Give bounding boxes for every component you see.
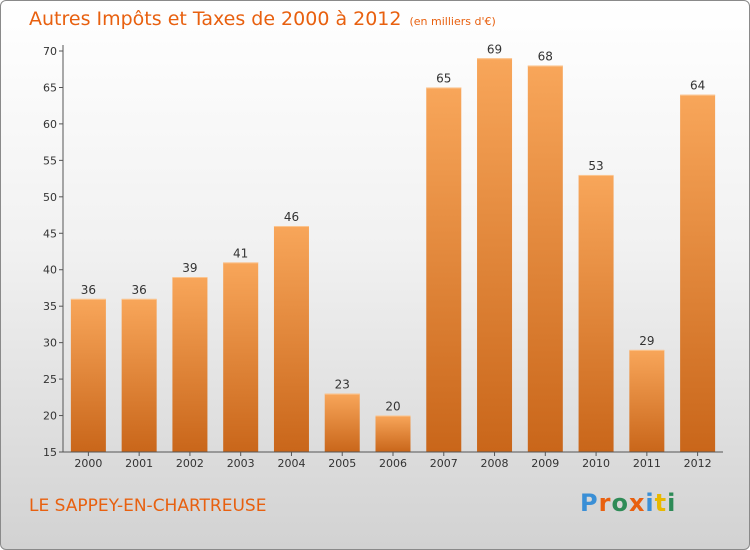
y-tick-label-15: 15	[43, 446, 57, 459]
data-label-2003: 41	[233, 246, 248, 260]
data-label-2012: 64	[690, 79, 705, 93]
bar-2005	[324, 393, 360, 452]
location-label: LE SAPPEY-EN-CHARTREUSE	[29, 496, 267, 516]
y-tick-label-55: 55	[43, 154, 57, 167]
data-label-2006: 20	[385, 400, 400, 414]
bar-2002	[172, 277, 208, 452]
x-tick-label-2004: 2004	[277, 457, 305, 470]
data-label-2009: 68	[538, 50, 553, 64]
data-label-2000: 36	[81, 283, 96, 297]
data-label-2011: 29	[639, 334, 654, 348]
proxiti-logo: Proxiti	[580, 489, 676, 517]
x-tick-label-2007: 2007	[430, 457, 458, 470]
data-label-2005: 23	[335, 378, 350, 392]
title-main: Autres Impôts et Taxes de 2000 à 2012	[29, 8, 402, 30]
logo-letter: t	[654, 489, 668, 517]
bar-2010	[578, 174, 614, 453]
bar-2000	[70, 298, 106, 452]
x-tick-label-2008: 2008	[481, 457, 509, 470]
x-tick-label-2000: 2000	[74, 457, 102, 470]
y-tick-label-65: 65	[43, 81, 57, 94]
bar-2008	[477, 58, 513, 453]
logo-letter: P	[580, 489, 599, 517]
x-tick-label-2011: 2011	[633, 457, 661, 470]
x-tick-label-2002: 2002	[176, 457, 204, 470]
y-tick-label-60: 60	[43, 118, 57, 131]
logo-letter: x	[628, 489, 646, 517]
y-tick-label-50: 50	[43, 191, 57, 204]
x-tick-label-2005: 2005	[328, 457, 356, 470]
title-unit: (en milliers d'€)	[409, 15, 496, 28]
y-tick-label-35: 35	[43, 300, 57, 313]
y-tick-label-40: 40	[43, 264, 57, 277]
chart-title: Autres Impôts et Taxes de 2000 à 2012 (en…	[29, 8, 496, 30]
bars-group: 36 36 39 41 46 23 20 65 69 68 53 29 64	[70, 42, 716, 453]
logo-letter: o	[611, 489, 629, 517]
data-label-2002: 39	[182, 261, 197, 275]
bar-2011	[629, 349, 665, 452]
x-tick-label-2006: 2006	[379, 457, 407, 470]
y-tick-label-45: 45	[43, 227, 57, 240]
bar-2006	[375, 415, 411, 452]
bar-2003	[223, 262, 259, 452]
data-label-2001: 36	[132, 283, 147, 297]
data-label-2010: 53	[588, 159, 603, 173]
x-tick-label-2010: 2010	[582, 457, 610, 470]
y-tick-label-30: 30	[43, 337, 57, 350]
bar-2004	[273, 225, 309, 452]
y-tick-label-25: 25	[43, 373, 57, 386]
data-label-2007: 65	[436, 71, 451, 85]
bar-2009	[527, 65, 563, 452]
logo-letter: i	[667, 489, 677, 517]
logo-letter: i	[645, 489, 655, 517]
bar-2012	[680, 94, 716, 452]
logo-letter: r	[598, 489, 612, 517]
data-label-2004: 46	[284, 210, 299, 224]
y-tick-label-70: 70	[43, 45, 57, 58]
bar-2001	[121, 298, 157, 452]
x-tick-label-2003: 2003	[227, 457, 255, 470]
x-tick-label-2001: 2001	[125, 457, 153, 470]
x-tick-label-2012: 2012	[684, 457, 712, 470]
x-tick-label-2009: 2009	[531, 457, 559, 470]
axes-group: 2000 2001 2002 2003 2004 2005 2006 2007 2008 2009…	[43, 45, 723, 470]
y-tick-label-20: 20	[43, 410, 57, 423]
bar-2007	[426, 87, 462, 453]
data-label-2008: 69	[487, 42, 502, 56]
